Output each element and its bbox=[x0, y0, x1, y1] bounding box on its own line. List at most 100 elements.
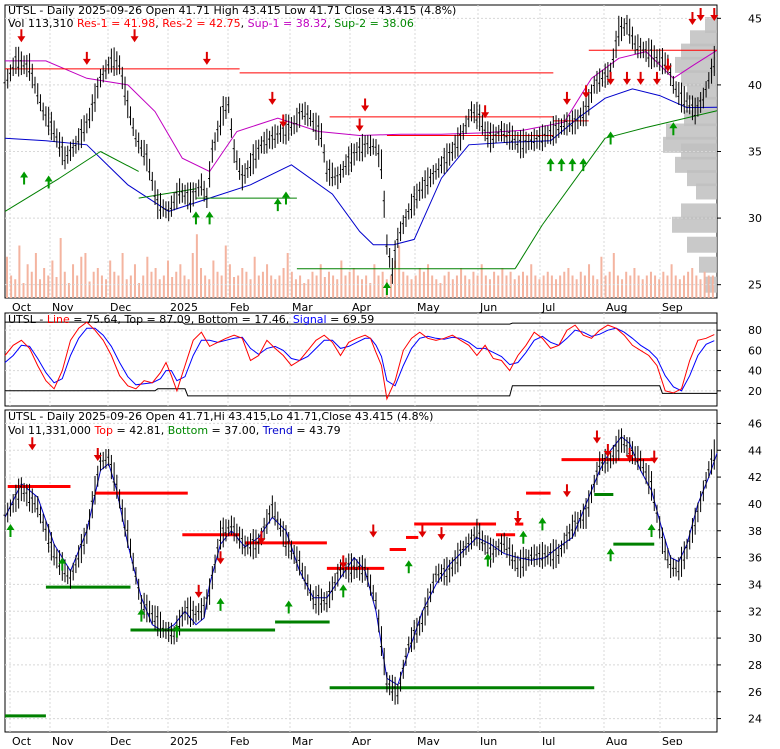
y-tick-label: 25 bbox=[748, 279, 762, 292]
y-tick-label: 45 bbox=[748, 12, 762, 25]
volume-bar bbox=[274, 279, 277, 298]
upper-band-line bbox=[5, 49, 718, 173]
bottom-legend-line2-part: = 37.00, bbox=[208, 424, 263, 437]
volume-bar bbox=[670, 264, 673, 298]
bottom-legend-line2-part: = 42.81, bbox=[113, 424, 168, 437]
sell-arrow bbox=[636, 71, 645, 85]
top-legend-line2: Vol 113,310 Res-1 = 41.98, Res-2 = 42.75… bbox=[8, 17, 414, 30]
stoch-legend-part: UTSL - bbox=[8, 313, 47, 326]
volume-bar bbox=[451, 279, 454, 298]
y-tick-label: 34 bbox=[748, 578, 762, 591]
top-legend-line1-part: UTSL - Daily 2025-09-26 Open 41.71 High … bbox=[8, 4, 456, 17]
volume-bar bbox=[538, 279, 541, 298]
top-legend-line2-part: , bbox=[241, 17, 248, 30]
volume-profile-bar bbox=[675, 156, 717, 173]
x-tick-label-2025: 2025 bbox=[170, 735, 198, 745]
volume-bar bbox=[179, 264, 182, 298]
volume-bar bbox=[67, 283, 70, 298]
sell-arrow bbox=[606, 71, 615, 85]
volume-bar bbox=[55, 277, 58, 298]
x-tick-label-sep: Sep bbox=[662, 735, 683, 745]
volume-bar bbox=[257, 275, 260, 298]
x-tick-label-aug: Aug bbox=[606, 735, 627, 745]
stoch-signal-line bbox=[4, 327, 715, 392]
volume-bar bbox=[505, 275, 508, 298]
volume-bar bbox=[365, 275, 368, 298]
volume-bar bbox=[468, 279, 471, 298]
sell-arrow bbox=[82, 51, 91, 65]
buy-arrow-lower bbox=[216, 597, 225, 611]
volume-bar bbox=[488, 279, 491, 298]
volume-bar bbox=[550, 275, 553, 298]
buy-arrow bbox=[568, 158, 577, 172]
volume-bar bbox=[22, 283, 25, 298]
y-tick-label: 30 bbox=[748, 212, 762, 225]
volume-bar bbox=[431, 275, 434, 298]
volume-profile-bar bbox=[675, 56, 717, 73]
volume-bar bbox=[674, 275, 677, 298]
sell-arrow bbox=[481, 105, 490, 119]
volume-bar bbox=[559, 275, 562, 298]
sell-arrow-lower bbox=[513, 511, 522, 525]
lower-band-line bbox=[4, 88, 718, 246]
volume-bar bbox=[579, 271, 582, 298]
volume-bar bbox=[389, 275, 392, 298]
support-segment bbox=[645, 110, 718, 129]
sell-arrow-lower bbox=[194, 584, 203, 598]
stoch-bottom-line bbox=[5, 385, 717, 397]
volume-bar bbox=[443, 275, 446, 298]
volume-bar bbox=[658, 279, 661, 298]
volume-bar bbox=[47, 275, 50, 298]
buy-arrow bbox=[579, 158, 588, 172]
volume-bar bbox=[303, 283, 306, 298]
volume-bar bbox=[662, 271, 665, 298]
top-legend-line2-part: Res-2 = 42.75 bbox=[162, 17, 240, 30]
sell-arrow-lower bbox=[418, 524, 427, 538]
x-tick-label-apr: Apr bbox=[352, 301, 372, 314]
stoch-legend-part: Signal bbox=[293, 313, 327, 326]
y-tick-label: 38 bbox=[748, 525, 762, 538]
buy-arrow bbox=[546, 158, 555, 172]
buy-arrow bbox=[557, 158, 566, 172]
y-tick-label: 20 bbox=[748, 385, 762, 398]
sell-arrow bbox=[130, 29, 139, 43]
support-segment bbox=[59, 151, 101, 179]
volume-bar bbox=[707, 275, 710, 298]
volume-bar bbox=[418, 268, 421, 298]
sell-arrow bbox=[652, 71, 661, 85]
bottom-legend-line2-part: Vol 11,331,000 bbox=[8, 424, 94, 437]
volume-bar bbox=[352, 268, 355, 298]
volume-bar bbox=[340, 260, 343, 298]
volume-profile-bar bbox=[681, 203, 717, 220]
volume-bar bbox=[138, 283, 141, 298]
volume-bar bbox=[311, 271, 314, 298]
volume-bar bbox=[233, 277, 236, 298]
volume-bar bbox=[109, 260, 112, 298]
volume-bar bbox=[249, 279, 252, 298]
panel-frame-1 bbox=[4, 312, 718, 407]
volume-bar bbox=[476, 275, 479, 298]
volume-bar bbox=[6, 256, 8, 298]
volume-bar bbox=[278, 275, 281, 298]
volume-bar bbox=[435, 279, 438, 298]
volume-bar bbox=[641, 279, 644, 298]
volume-bar bbox=[43, 268, 46, 298]
sell-arrow-lower bbox=[369, 524, 378, 538]
sell-arrow-lower bbox=[28, 437, 37, 451]
buy-arrow bbox=[44, 175, 53, 189]
top-legend-line2-part: , bbox=[155, 17, 162, 30]
y-tick-label: 35 bbox=[748, 146, 762, 159]
volume-profile-bar bbox=[687, 236, 717, 253]
volume-bar bbox=[30, 271, 33, 298]
volume-bar bbox=[14, 279, 17, 298]
volume-bar bbox=[105, 279, 108, 298]
x-tick-label-jul: Jul bbox=[541, 735, 555, 745]
x-tick-label-aug: Aug bbox=[606, 301, 627, 314]
volume-bar bbox=[208, 279, 211, 298]
volume-bar bbox=[612, 253, 615, 298]
volume-bar bbox=[88, 281, 91, 298]
volume-bar bbox=[460, 268, 463, 298]
sell-arrow bbox=[663, 58, 672, 72]
buy-arrow-lower bbox=[58, 557, 67, 571]
sell-arrow bbox=[17, 29, 26, 43]
